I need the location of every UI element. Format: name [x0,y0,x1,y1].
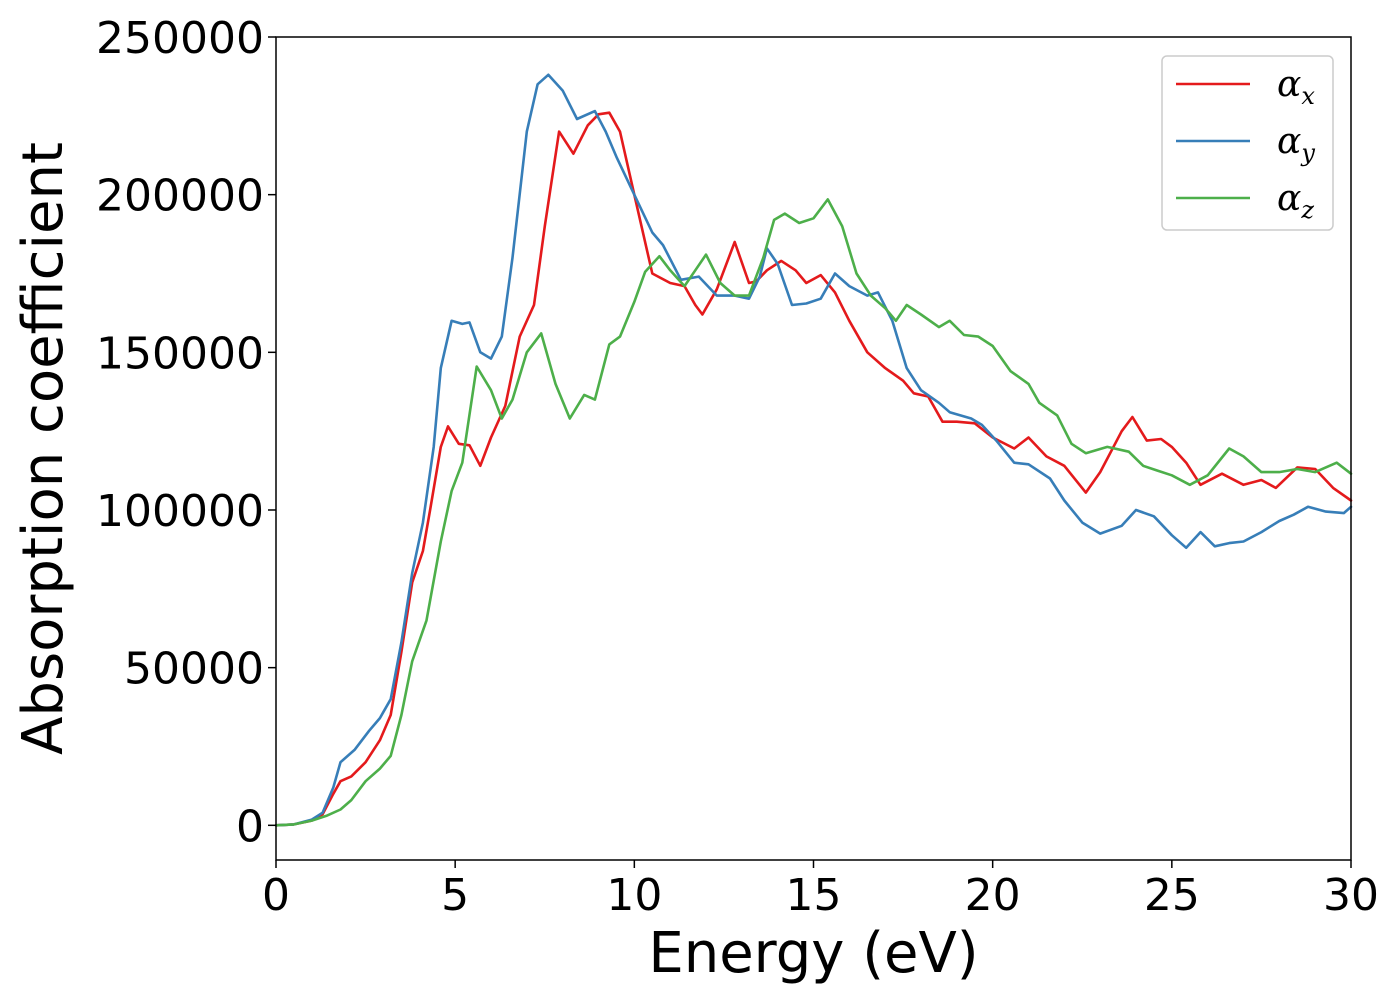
x-tick-label: 10 [606,870,662,921]
series-line-y [274,73,1353,827]
series-line-x [274,111,1353,827]
legend-box [1161,55,1334,231]
legend: αx αy αz [1161,55,1334,231]
legend-label-y: αy [1277,121,1315,167]
series-layer [274,73,1353,827]
series-line-z [274,198,1353,827]
x-axis-ticks: 0 5 10 15 20 25 30 [262,860,1379,921]
x-tick-label: 30 [1323,870,1379,921]
y-tick-label: 250000 [96,13,264,64]
x-tick-label: 15 [786,870,842,921]
y-axis-ticks: 0 50000 100000 150000 200000 250000 [96,13,276,852]
x-tick-label: 5 [441,870,469,921]
y-axis-title: Absorption coefficient [11,142,76,755]
y-tick-label: 200000 [96,171,264,222]
legend-label-x: αx [1277,64,1315,110]
x-tick-label: 0 [262,870,290,921]
y-tick-label: 100000 [96,486,264,537]
legend-label-z: αz [1277,178,1314,224]
x-tick-label: 25 [1144,870,1200,921]
x-axis-title: Energy (eV) [648,921,978,986]
y-tick-label: 0 [236,801,264,852]
y-tick-label: 50000 [124,644,264,695]
x-tick-label: 20 [965,870,1021,921]
y-tick-label: 150000 [96,328,264,379]
